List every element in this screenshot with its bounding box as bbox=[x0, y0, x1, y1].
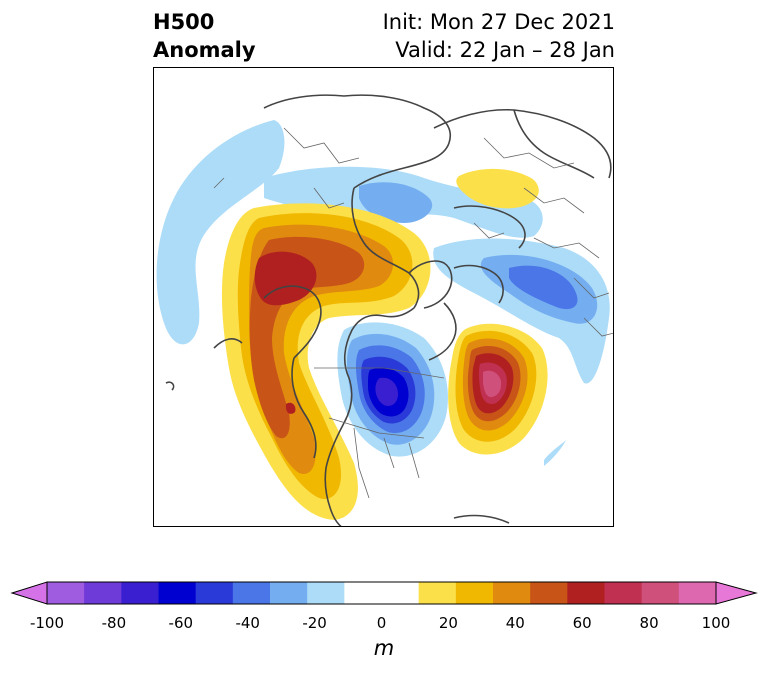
anomaly-contour-neg-30-east bbox=[509, 265, 578, 310]
title-variable: H500 bbox=[153, 10, 215, 34]
anomaly-contour-neg-60-trough bbox=[375, 377, 398, 406]
colorbar-tick-label: 20 bbox=[438, 614, 458, 632]
colorbar bbox=[10, 581, 758, 605]
colorbar-segment bbox=[381, 582, 420, 604]
colorbar-segment bbox=[195, 582, 234, 604]
anomaly-contour-neg-10-west bbox=[156, 120, 285, 345]
anomaly-contour-pos-70-atlantic bbox=[483, 370, 502, 398]
colorbar-segment bbox=[158, 582, 197, 604]
colorbar-max-extension bbox=[715, 581, 758, 605]
colorbar-segment bbox=[121, 582, 159, 604]
colorbar-segment bbox=[678, 582, 717, 604]
country-borders bbox=[213, 127, 613, 499]
colorbar-tick-label: -40 bbox=[235, 614, 260, 632]
valid-range: Valid: 22 Jan – 28 Jan bbox=[395, 38, 615, 62]
colorbar-segment bbox=[567, 582, 605, 604]
colorbar-tick-label: 80 bbox=[639, 614, 659, 632]
anomaly-contour-neg-20-north bbox=[359, 182, 433, 223]
colorbar-segment bbox=[270, 582, 308, 604]
title-type: Anomaly bbox=[153, 38, 256, 62]
colorbar-tick-label: -100 bbox=[29, 614, 65, 632]
colorbar-tick-label: -60 bbox=[168, 614, 194, 632]
coastlines bbox=[165, 94, 612, 526]
colorbar-tick-label: -20 bbox=[302, 614, 327, 632]
init-date: Init: Mon 27 Dec 2021 bbox=[382, 10, 615, 34]
colorbar-segment bbox=[418, 582, 457, 604]
colorbar-segment bbox=[530, 582, 568, 604]
map-title: H500 Anomaly bbox=[153, 8, 256, 64]
colorbar-units: m bbox=[373, 636, 395, 660]
colorbar-segment bbox=[493, 582, 531, 604]
anomaly-map bbox=[153, 67, 614, 527]
colorbar-tick-label: 100 bbox=[701, 614, 731, 632]
colorbar-min-extension bbox=[10, 581, 48, 605]
colorbar-tick-label: -80 bbox=[101, 614, 127, 632]
colorbar-segment bbox=[47, 582, 85, 604]
colorbar-segment bbox=[455, 582, 494, 604]
colorbar-segment bbox=[307, 582, 345, 604]
anomaly-contour-pos-50-small bbox=[285, 402, 296, 414]
anomaly-contour-pos-50-west bbox=[254, 251, 317, 306]
colorbar-frame bbox=[46, 581, 717, 605]
colorbar-segment bbox=[641, 582, 680, 604]
anomaly-contour-pos-10-arctic bbox=[456, 168, 539, 209]
colorbar-segment bbox=[232, 582, 271, 604]
map-dates: Init: Mon 27 Dec 2021 Valid: 22 Jan – 28… bbox=[383, 8, 615, 64]
colorbar-tick-label: 0 bbox=[376, 614, 387, 632]
map-canvas bbox=[156, 94, 613, 526]
anomaly-contour-neg-10-atlantic bbox=[544, 440, 566, 466]
colorbar-segment bbox=[84, 582, 122, 604]
colorbar-tick-label: 60 bbox=[572, 614, 592, 632]
colorbar-segment bbox=[344, 582, 382, 604]
colorbar-tick-label: 40 bbox=[505, 614, 525, 632]
colorbar-segment bbox=[604, 582, 643, 604]
